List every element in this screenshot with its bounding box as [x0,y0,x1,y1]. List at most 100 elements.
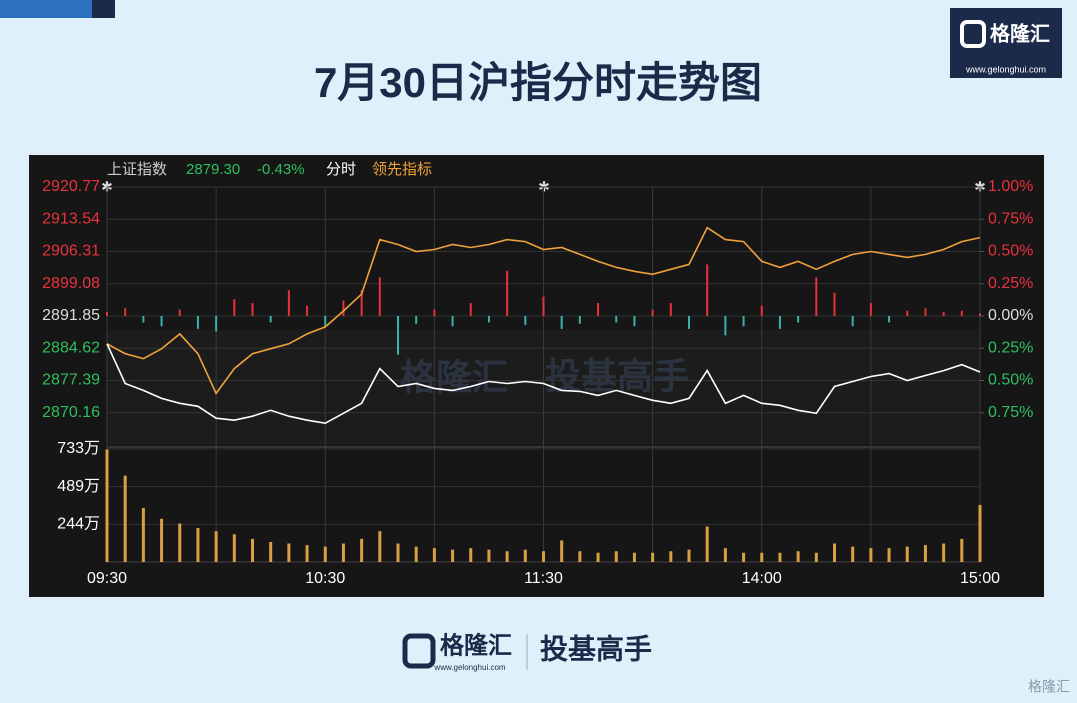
volume-bar [778,552,782,562]
volume-bar [614,551,618,562]
volume-bar [578,551,582,562]
flow-bar [906,310,909,316]
y-tick-label: 2884.62 [42,339,100,356]
x-tick-label: 15:00 [960,570,1000,587]
logo-text: 格隆汇 [990,21,1050,45]
y-tick-label: 2877.39 [42,372,100,389]
flow-bar [196,316,199,329]
flow-bar [815,277,818,316]
volume-bar [923,545,927,562]
flow-bar [233,299,236,316]
flow-bar [942,312,945,316]
flow-bar [888,316,891,323]
volume-bar [178,523,182,562]
volume-bar [596,552,600,562]
logo-box [950,8,1062,78]
y-tick-label: 2899.08 [42,275,100,292]
footer-slogan: 投基高手 [540,633,652,665]
flow-bar [251,303,254,316]
flow-bar [433,309,436,316]
flow-bar [924,308,927,316]
quote-name: 上证指数 [107,161,167,178]
flow-bar [142,316,145,323]
volume-bar [978,504,982,562]
volume-bar [942,543,946,562]
legend-entry: 领先指标 [372,161,432,178]
volume-bar [287,543,291,562]
y2-tick-label: 0.00% [988,307,1033,324]
volume-bar [487,549,491,562]
flow-bar [688,316,690,329]
y2-tick-label: 0.50% [988,243,1033,260]
flow-bar [597,303,600,316]
flow-bar [415,316,418,324]
flow-bar [269,316,272,323]
y2-tick-label: 0.25% [988,275,1033,292]
watermark: 格隆汇 [400,357,508,398]
flow-bar [451,316,454,327]
x-tick-label: 10:30 [305,570,345,587]
flow-bar [524,316,527,326]
legend-entry: 分时 [326,161,356,178]
volume-bar [560,540,564,562]
watermark: 投基高手 [545,356,689,396]
volume-bar [742,552,746,562]
flow-bar [706,264,709,316]
volume-bar [414,546,418,562]
volume-bar [378,531,382,562]
volume-bar [341,543,345,562]
flow-bar [342,300,345,316]
flow-bar [469,303,472,316]
quote-price: 2879.30 [186,161,240,178]
volume-bar [960,538,964,562]
logo-url: www.gelonghui.com [965,64,1046,74]
volume-bar [705,526,709,562]
volume-bar [232,534,236,562]
volume-bar [105,449,109,562]
flow-bar [360,290,363,316]
volume-bar [251,538,254,562]
volume-bar [723,548,727,562]
volume-tick-label: 733万 [57,440,100,457]
flow-bar [742,316,745,327]
y2-tick-label: 1.00% [988,178,1033,195]
footer-logo: 格隆汇 [440,631,512,659]
flow-bar [560,316,563,329]
quote-change: -0.43% [257,161,305,178]
volume-bar [632,552,636,562]
flow-bar [869,303,872,316]
flow-bar [506,270,509,316]
flow-bar [306,305,309,316]
flow-bar [487,316,490,323]
volume-bar [305,545,309,562]
y2-tick-label: 0.75% [988,210,1033,227]
flow-bar [106,312,108,316]
x-tick-label: 14:00 [742,570,782,587]
y-tick-label: 2870.16 [42,404,100,421]
volume-bar [505,551,509,562]
volume-bar [687,549,691,562]
volume-tick-label: 244万 [57,516,100,533]
volume-bar [360,538,364,562]
footer-url: www.gelonghui.com [433,663,505,672]
volume-bar [669,551,673,562]
volume-bar [651,552,655,562]
flow-bar [378,277,381,316]
flow-bar [669,303,672,316]
y-tick-label: 2906.31 [42,243,100,260]
flow-bar [633,316,636,327]
volume-bar [269,541,273,562]
volume-bar [760,552,764,562]
volume-bar [869,548,873,562]
flow-bar [287,290,290,316]
y2-tick-label: 0.50% [988,372,1033,389]
logo-icon [960,20,986,48]
flow-bar [797,316,800,323]
volume-bar [814,552,818,562]
volume-bar [432,548,436,562]
volume-bar [214,531,218,562]
volume-bar [323,546,327,562]
volume-tick-label: 489万 [57,478,100,495]
volume-bar [196,528,200,562]
